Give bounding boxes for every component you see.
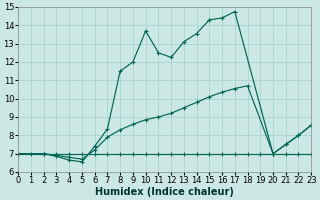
X-axis label: Humidex (Indice chaleur): Humidex (Indice chaleur) bbox=[95, 187, 234, 197]
